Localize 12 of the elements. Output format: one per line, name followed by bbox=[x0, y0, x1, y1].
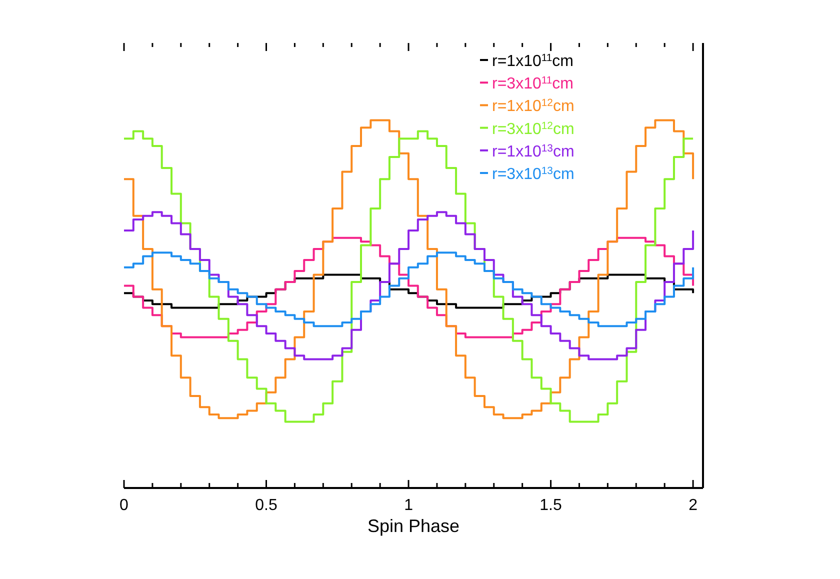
legend-label: r=1x10$^{12}$cm bbox=[492, 98, 574, 116]
x-tick-label: 0 bbox=[120, 497, 129, 514]
legend-label: r=3x10$^{11}$cm bbox=[492, 75, 574, 93]
x-tick-label: 1.5 bbox=[540, 497, 562, 514]
x-tick-label: 0.5 bbox=[255, 497, 278, 514]
legend-label: r=3x10$^{12}$cm bbox=[492, 120, 574, 138]
x-tick-label: 2 bbox=[688, 497, 698, 514]
legend-label: r=1x10$^{13}$cm bbox=[492, 142, 574, 160]
x-tick-label: 1 bbox=[404, 497, 414, 514]
legend-label: r=3x10$^{13}$cm bbox=[492, 166, 574, 183]
x-axis-title: Spin Phase bbox=[367, 516, 460, 536]
legend-label: r=1x10$^{11}$cm bbox=[492, 52, 574, 70]
